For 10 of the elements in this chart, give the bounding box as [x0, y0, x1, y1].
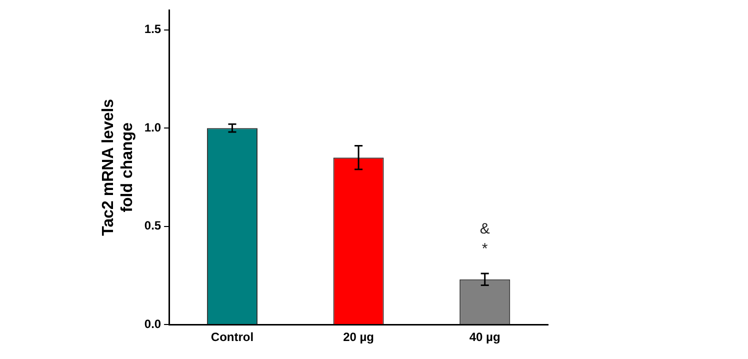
y-axis-title: Tac2 mRNA levels fold change: [100, 98, 136, 236]
y-tick-label: 1.0: [144, 120, 162, 134]
annotation: *: [482, 240, 488, 258]
x-tick-label: Control: [210, 330, 254, 344]
x-tick-label: 20 µg: [343, 330, 374, 344]
y-tick-label: 0.0: [144, 316, 162, 331]
y-tick-label: 0.5: [144, 218, 162, 233]
x-tick-label: 40 µg: [469, 330, 500, 344]
annotation: &: [480, 220, 490, 238]
y-tick-label: 1.5: [144, 22, 162, 36]
